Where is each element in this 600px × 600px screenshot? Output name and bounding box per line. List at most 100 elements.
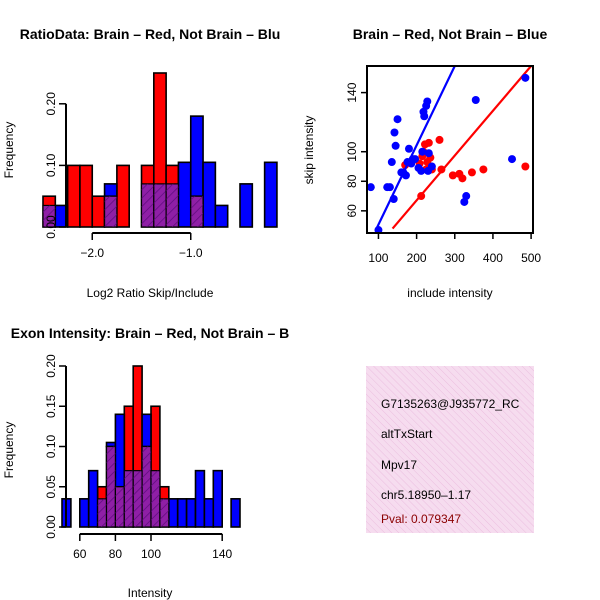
bar-notbrain-0-6	[177, 161, 192, 228]
scatter-x-tick-label-1: 200	[407, 251, 427, 265]
y-tick-label-2-2: 0.10	[44, 434, 58, 458]
bar-notbrain-2-15	[203, 498, 215, 528]
y-tick-label-2-1: 0.05	[44, 475, 58, 499]
bar-overlap-hatch-2-10	[159, 498, 169, 527]
x-tick-label-2-2: 100	[141, 547, 161, 561]
bar-notbrain-2-17	[230, 498, 241, 528]
point-blue-27	[462, 192, 471, 201]
point-blue-23	[423, 97, 432, 106]
bar-notbrain-2-5	[114, 413, 126, 488]
ratio-histogram-title: RatioData: Brain – Red, Not Brain – Blu	[20, 26, 281, 42]
scatter-x-tick-label-2: 300	[445, 251, 465, 265]
point-red-15	[467, 168, 476, 177]
point-blue-30	[521, 73, 530, 82]
x-tick-label-0-1: −1.0	[179, 246, 203, 260]
bar-brain-0-1	[66, 164, 81, 228]
bar-overlap-hatch-0-2	[104, 196, 117, 227]
bar-notbrain-0-2	[103, 183, 118, 198]
scatter-y-tick-label-0: 60	[345, 204, 359, 218]
y-tick-label-2-0: 0.00	[44, 515, 58, 539]
exon-histogram-axes: 0.00 0.05 0.10 0.15 0.20 60 80 100 140	[44, 354, 232, 561]
point-blue-29	[508, 155, 517, 164]
bar-overlap-hatch-2-4	[106, 446, 116, 527]
bar-notbrain-0-7	[189, 115, 204, 198]
point-blue-8	[393, 115, 402, 124]
bar-notbrain-0-11	[263, 161, 278, 228]
point-blue-28	[471, 95, 480, 104]
y-tick-label-0-0: 0.00	[44, 215, 58, 239]
bar-overlap-hatch-0-4	[153, 183, 167, 227]
point-red-14	[458, 174, 467, 183]
scatter-x-tick-label-0: 100	[368, 251, 388, 265]
bar-notbrain-2-11	[168, 498, 179, 528]
bar-overlap-hatch-2-7	[133, 470, 143, 527]
bar-notbrain-2-14	[194, 469, 206, 528]
point-blue-24	[424, 149, 433, 158]
intensity-scatter: Brain – Red, Not Brain – Blue 100 200 300 4…	[302, 26, 547, 300]
y-tick-label-2-3: 0.15	[44, 394, 58, 418]
exon-histogram-ylabel: Frequency	[2, 422, 16, 479]
ratio-histogram-bars	[42, 72, 278, 228]
point-red-17	[521, 162, 530, 171]
scatter-xlabel: include intensity	[407, 286, 492, 300]
bar-notbrain-2-8	[141, 413, 152, 448]
ratio-histogram-ylabel: Frequency	[2, 122, 16, 179]
exon-histogram-title: Exon Intensity: Brain – Red, Not Brain –…	[11, 325, 290, 341]
gene-name-text: Mpv17	[381, 458, 417, 472]
bar-overlap-hatch-2-8	[142, 446, 151, 527]
point-blue-18	[417, 166, 426, 175]
bar-overlap-hatch-2-5	[115, 486, 125, 527]
x-tick-label-2-0: 60	[73, 547, 87, 561]
scatter-y-tick-label-1: 80	[345, 174, 359, 188]
exon-histogram: Exon Intensity: Brain – Red, Not Brain –…	[2, 325, 289, 600]
bar-brain-0-2	[79, 164, 94, 228]
bar-overlap-hatch-2-9	[151, 470, 160, 527]
bar-overlap-hatch-2-6	[124, 470, 134, 527]
probe-id-text: G7135263@J935772_RC	[381, 397, 520, 411]
point-blue-0	[367, 183, 375, 192]
info-panel-background	[366, 366, 534, 533]
bar-notbrain-2-13	[185, 498, 197, 528]
scatter-title: Brain – Red, Not Brain – Blue	[353, 26, 548, 42]
bar-overlap-hatch-0-0	[43, 205, 56, 227]
ratio-histogram: RatioData: Brain – Red, Not Brain – Blu …	[2, 26, 280, 300]
fit-line-blue	[375, 66, 456, 230]
x-tick-label-0-0: −2.0	[80, 246, 104, 260]
scatter-plot-box	[366, 65, 534, 234]
scatter-points	[367, 66, 532, 233]
x-tick-label-2-1: 80	[109, 547, 123, 561]
scatter-x-tick-label-3: 400	[483, 251, 503, 265]
point-blue-7	[391, 141, 400, 150]
point-blue-16	[411, 155, 420, 164]
scatter-y-tick-label-2: 100	[345, 141, 359, 161]
x-tick-label-2-3: 140	[212, 547, 232, 561]
bar-brain-0-3	[91, 195, 106, 228]
bar-overlap-hatch-0-7	[190, 196, 204, 227]
bar-brain-0-5	[116, 164, 130, 228]
event-type-text: altTxStart	[381, 427, 433, 441]
location-text: chr5.18950–1.17	[381, 488, 471, 502]
y-tick-label-0-2: 0.20	[44, 92, 58, 116]
point-blue-4	[387, 158, 396, 167]
point-blue-3	[385, 183, 394, 192]
point-blue-13	[404, 144, 413, 153]
point-red-6	[424, 138, 433, 147]
ratio-histogram-axes: 0.00 0.10 0.20 −2.0 −1.0	[44, 92, 203, 260]
pval-text: Pval: 0.079347	[381, 512, 461, 526]
bar-overlap-hatch-2-3	[97, 498, 107, 527]
info-panel: G7135263@J935772_RC altTxStart Mpv17 chr…	[366, 366, 534, 533]
point-red-12	[448, 171, 457, 180]
bar-notbrain-0-9	[214, 204, 229, 228]
bar-notbrain-2-4	[105, 441, 117, 448]
bar-notbrain-2-12	[176, 498, 188, 528]
scatter-ylabel: skip intensity	[302, 116, 316, 185]
exon-histogram-xlabel: Intensity	[128, 586, 173, 600]
bar-overlap-hatch-0-3	[141, 183, 154, 227]
scatter-x-tick-label-4: 500	[521, 251, 541, 265]
scatter-axes: 100 200 300 400 500 60 80 100 140	[345, 82, 541, 265]
bar-notbrain-2-16	[212, 469, 224, 528]
scatter-y-tick-label-3: 140	[345, 82, 359, 102]
bar-notbrain-0-10	[239, 183, 254, 228]
point-blue-6	[390, 128, 399, 137]
